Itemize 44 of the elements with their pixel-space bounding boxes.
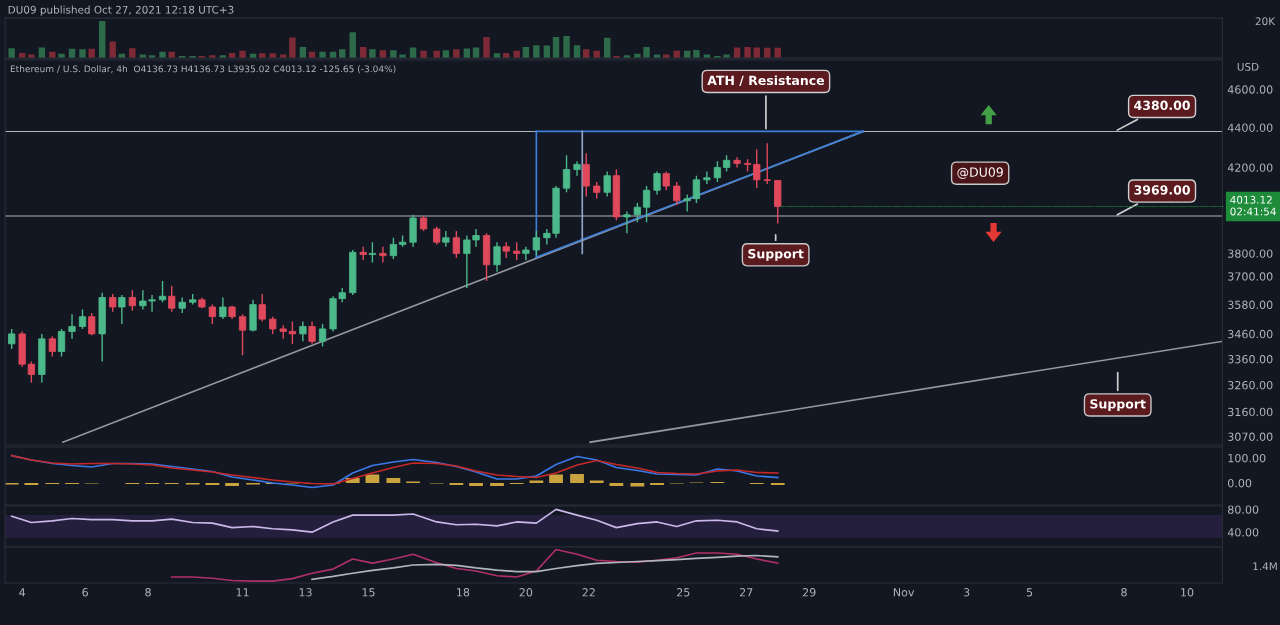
y-tick-label: 3070.00	[1228, 432, 1273, 441]
x-tick-label: 18	[457, 588, 470, 597]
y-tick-label: 80.00	[1228, 505, 1259, 514]
y-tick-label: 100.00	[1228, 453, 1266, 463]
x-tick-label: 11	[236, 588, 249, 597]
y-tick-label: 40.00	[1227, 528, 1259, 537]
x-tick-label: 22	[582, 588, 595, 597]
y-axis-title: USD	[1237, 62, 1259, 71]
text: 1.4M	[1253, 562, 1277, 571]
x-tick-label: 8	[145, 588, 151, 597]
y-tick-label: 0.00	[1227, 478, 1252, 488]
x-tick-label: 8	[1121, 588, 1127, 597]
x-tick-label: 3	[963, 588, 970, 597]
y-tick-label: 3260.00	[1228, 380, 1273, 390]
y-tick-label: 3580.00	[1228, 300, 1273, 309]
x-tick-label: 4	[19, 588, 26, 597]
y-tick-label: 3360.00	[1228, 355, 1273, 364]
annotation: 4380.00	[1134, 100, 1190, 111]
x-tick-label: 15	[362, 588, 375, 597]
annotation: Support	[1090, 399, 1146, 412]
x-tick-label: Nov	[893, 588, 915, 597]
annotation: 4013.12 02:41:54	[1230, 195, 1276, 216]
x-tick-label: 25	[677, 588, 690, 597]
y-tick-label: 4400.00	[1227, 123, 1273, 132]
y-tick-label: 4200.00	[1227, 163, 1273, 172]
annotation: @DU09	[957, 167, 1003, 179]
x-tick-label: 6	[82, 588, 88, 597]
y-tick-label: 3700.00	[1228, 272, 1273, 281]
y-tick-label: 3800.00	[1228, 249, 1273, 258]
chart-title: DU09 published Oct 27, 2021 12:18 UTC+3	[8, 5, 234, 16]
x-tick-label: 20	[519, 588, 533, 597]
x-tick-label: 27	[739, 588, 753, 597]
x-tick-label: 5	[1026, 588, 1033, 597]
annotation: 3969.00	[1134, 185, 1190, 195]
annotation: Support	[748, 248, 804, 261]
y-tick-label: 4600.00	[1227, 85, 1273, 94]
x-tick-label: 10	[1181, 588, 1194, 597]
annotation: ATH / Resistance	[707, 75, 825, 87]
text: 20K	[1255, 17, 1276, 26]
x-tick-label: 13	[299, 588, 312, 597]
x-tick-label: 29	[802, 588, 816, 597]
y-tick-label: 3160.00	[1228, 407, 1273, 417]
text: Ethereum / U.S. Dollar, 4h O4136.73 H4136.73 L3935.02 C4013.12 -125.65 (-3.04%)	[10, 65, 396, 74]
y-tick-label: 3460.00	[1228, 329, 1273, 339]
